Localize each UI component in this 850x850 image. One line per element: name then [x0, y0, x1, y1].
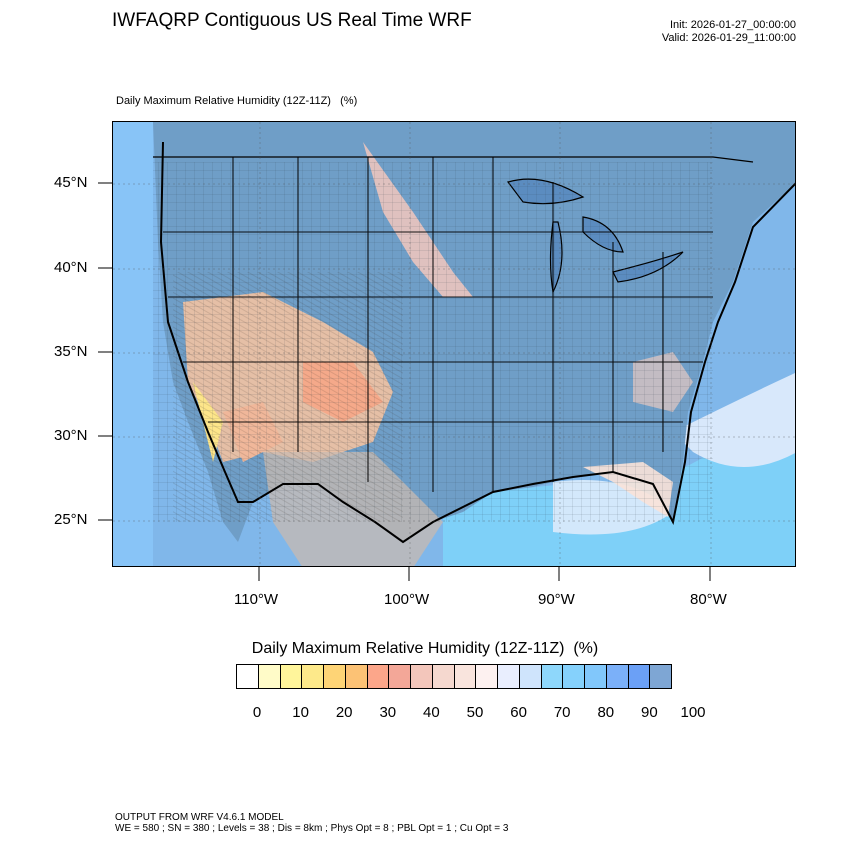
colorbar-swatch	[432, 665, 455, 688]
footer-line-1: OUTPUT FROM WRF V4.6.1 MODEL	[115, 812, 284, 823]
map-panel	[112, 121, 796, 567]
colorbar-tick-label: 60	[510, 704, 527, 721]
colorbar-swatch	[411, 665, 433, 688]
colorbar-tick-label: 20	[335, 704, 353, 721]
lon-label-110w: 110°W	[234, 591, 279, 608]
lon-label-80w: 80°W	[690, 591, 727, 608]
valid-time: Valid: 2026-01-29_11:00:00	[661, 32, 796, 44]
colorbar-swatch	[280, 665, 303, 688]
lat-label-25n: 25°N	[54, 511, 88, 528]
lon-label-100w: 100°W	[384, 591, 430, 608]
colorbar-swatch	[541, 665, 564, 688]
init-valid-info: Init: 2026-01-27_00:00:00 Valid: 2026-01…	[662, 19, 796, 45]
colorbar-title: Daily Maximum Relative Humidity (12Z-11Z…	[251, 640, 599, 657]
colorbar-swatch	[345, 665, 368, 688]
colorbar-swatch	[585, 665, 607, 688]
colorbar-swatch	[498, 665, 520, 688]
colorbar-tick-label: 50	[466, 704, 484, 721]
colorbar-tick-label: 70	[553, 704, 571, 721]
colorbar-swatch	[519, 665, 542, 688]
colorbar-swatch	[324, 665, 346, 688]
colorbar-tick-label: 100	[680, 704, 706, 721]
lat-label-35n: 35°N	[54, 343, 88, 360]
colorbar-tick-label: 90	[641, 704, 658, 721]
model-info-footer: OUTPUT FROM WRF V4.6.1 MODEL WE = 580 ; …	[115, 812, 508, 834]
lon-label-90w: 90°W	[538, 591, 575, 608]
colorbar-swatch	[650, 665, 671, 688]
colorbar-swatch	[606, 665, 629, 688]
colorbar-tick-label: 0	[252, 704, 262, 721]
colorbar-tick-label: 40	[423, 704, 440, 721]
init-time: Init: 2026-01-27_00:00:00	[670, 19, 796, 31]
colorbar-tick-label: 80	[597, 704, 615, 721]
colorbar-swatch	[563, 665, 585, 688]
colorbar-tick-label: 10	[292, 704, 309, 721]
lat-label-30n: 30°N	[54, 427, 88, 444]
chart-title: IWFAQRP Contiguous US Real Time WRF	[112, 10, 472, 31]
colorbar	[236, 664, 672, 689]
lat-label-40n: 40°N	[54, 259, 88, 276]
colorbar-swatch	[628, 665, 651, 688]
lat-label-45n: 45°N	[54, 174, 88, 191]
colorbar-swatch	[454, 665, 477, 688]
footer-line-2: WE = 580 ; SN = 380 ; Levels = 38 ; Dis …	[115, 823, 509, 834]
colorbar-swatch	[389, 665, 411, 688]
colorbar-swatch	[367, 665, 390, 688]
field-title: Daily Maximum Relative Humidity (12Z-11Z…	[116, 95, 358, 107]
colorbar-tick-label: 30	[379, 704, 397, 721]
colorbar-swatch	[302, 665, 324, 688]
colorbar-swatch	[476, 665, 498, 688]
map-graphic	[113, 122, 795, 566]
colorbar-swatch	[258, 665, 281, 688]
colorbar-swatch	[237, 665, 259, 688]
